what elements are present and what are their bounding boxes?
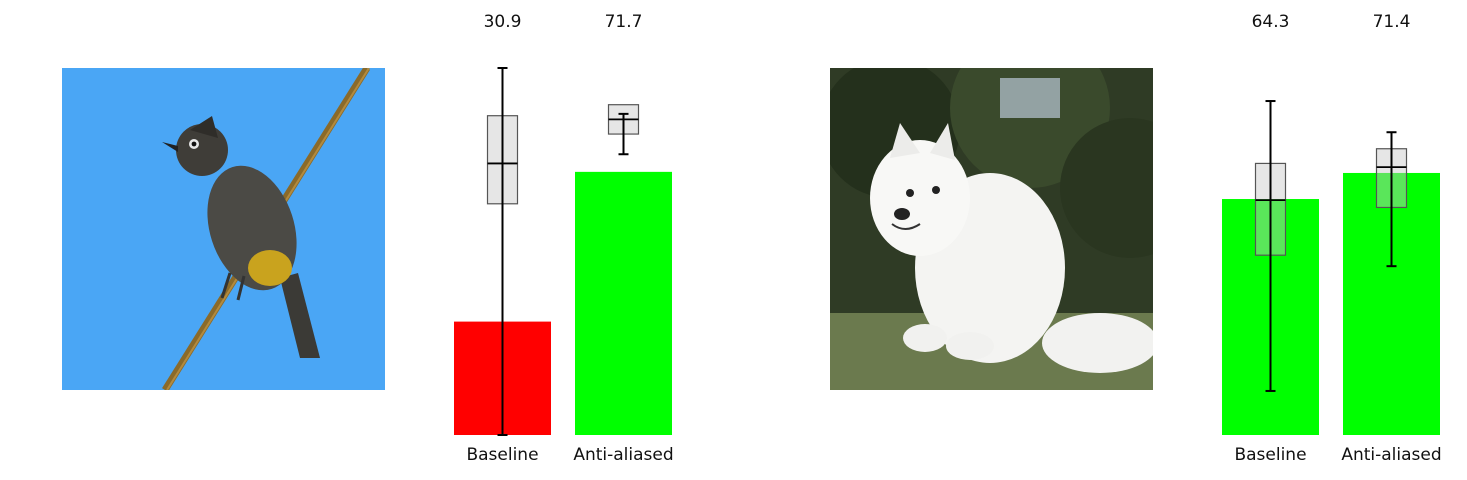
category-label-1: Anti-aliased [1341, 445, 1441, 465]
bar-1 [575, 171, 672, 435]
value-label-0: 64.3 [1252, 12, 1290, 32]
chart-left: 30.9 Baseline 71.7 Anti-aliased [454, 12, 674, 465]
value-label-0: 30.9 [484, 12, 522, 32]
value-label-1: 71.7 [605, 12, 643, 32]
category-label-1: Anti-aliased [573, 445, 673, 465]
dog-illustration [830, 68, 1153, 390]
dog-photo [830, 68, 1153, 390]
category-label-0: Baseline [1234, 445, 1306, 465]
value-label-1: 71.4 [1373, 12, 1411, 32]
chart-right: 64.3 Baseline 71.4 Anti-aliased [1222, 12, 1442, 465]
category-label-0: Baseline [466, 445, 538, 465]
bird-illustration [62, 68, 385, 390]
bird-photo [62, 68, 385, 390]
